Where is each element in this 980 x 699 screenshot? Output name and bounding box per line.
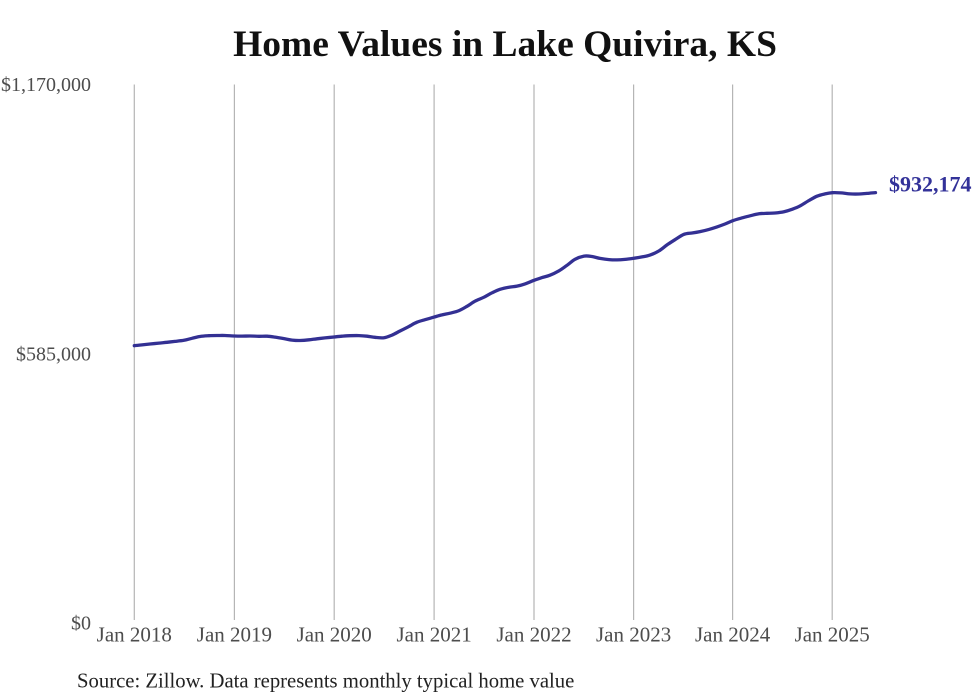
svg-text:Jan 2022: Jan 2022 xyxy=(496,623,571,647)
svg-text:$932,174: $932,174 xyxy=(889,172,972,197)
svg-text:Jan 2019: Jan 2019 xyxy=(197,623,272,647)
svg-text:$585,000: $585,000 xyxy=(16,344,91,366)
svg-text:$1,170,000: $1,170,000 xyxy=(1,74,91,96)
svg-text:Jan 2018: Jan 2018 xyxy=(97,623,172,647)
svg-text:$0: $0 xyxy=(71,613,91,635)
svg-text:Jan 2023: Jan 2023 xyxy=(596,623,671,647)
svg-text:Jan 2024: Jan 2024 xyxy=(695,623,771,647)
svg-text:Home Values in Lake Quivira, K: Home Values in Lake Quivira, KS xyxy=(233,24,777,65)
svg-text:Source: Zillow. Data represent: Source: Zillow. Data represents monthly … xyxy=(77,671,574,693)
svg-text:Jan 2021: Jan 2021 xyxy=(396,623,471,647)
svg-text:Jan 2020: Jan 2020 xyxy=(297,623,372,647)
svg-text:Jan 2025: Jan 2025 xyxy=(795,623,870,647)
